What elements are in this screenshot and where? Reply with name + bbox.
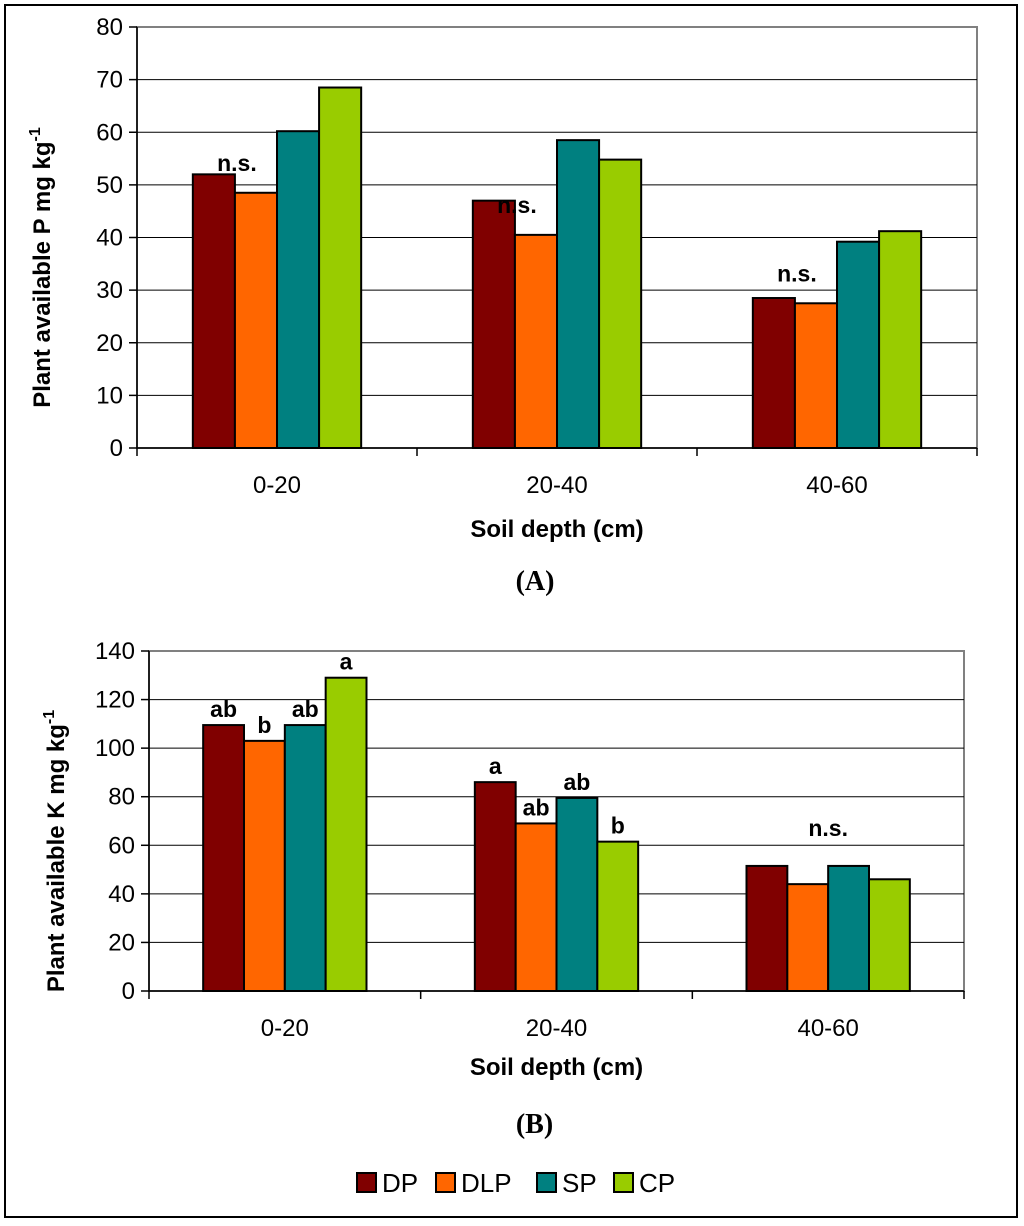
x-axis-label: Soil depth (cm): [470, 516, 643, 543]
bar-dp-40-60: [751, 297, 796, 449]
y-axis-label: Plant available K mg kg-1: [41, 710, 70, 992]
bar-cp-0-20: [324, 676, 368, 992]
bar-cp-40-60: [867, 878, 911, 992]
significance-annotation: n.s.: [497, 192, 537, 218]
bar-annotation: ab: [292, 696, 319, 722]
legend: DP DLP SP CP: [356, 1168, 675, 1198]
y-axis-label-text: Plant available K mg kg: [43, 724, 70, 992]
bar-cp-20-40: [598, 158, 643, 450]
figure-frame: [4, 4, 1018, 1218]
legend-label-dp: DP: [382, 1168, 418, 1198]
x-tick-label: 20-40: [526, 472, 587, 499]
bar-dlp-0-20: [233, 191, 278, 449]
bar-dlp-20-40: [514, 822, 558, 993]
bar-sp-40-60: [836, 240, 881, 449]
y-tick-label: 30: [96, 277, 123, 304]
bar-annotation: ab: [523, 794, 550, 820]
bar-dp-40-60: [745, 864, 789, 993]
y-tick-label: 20: [108, 929, 135, 956]
bar-dp-0-20: [202, 724, 246, 992]
significance-annotation: n.s.: [217, 150, 257, 176]
y-tick-label: 50: [96, 172, 123, 199]
significance-annotation: n.s.: [808, 815, 848, 841]
chart-plant-available-p: 0 10 20 30 40 50 60 70 80 0-20 n.s. 20-40 n.s. 40-60 n…: [27, 14, 978, 597]
bar-sp-20-40: [555, 796, 599, 993]
x-tick-label: 40-60: [806, 472, 867, 499]
y-axis-label-text: Plant available P mg kg: [29, 141, 56, 407]
y-tick-label: 0: [122, 978, 135, 1005]
bar-dp-20-40: [473, 781, 517, 993]
x-tick-label: 0-20: [253, 472, 301, 499]
y-tick-label: 70: [96, 67, 123, 94]
y-tick-label: 80: [108, 784, 135, 811]
bar-annotation: a: [340, 649, 353, 675]
y-tick-label: 100: [95, 735, 135, 762]
bar-dlp-20-40: [513, 233, 559, 449]
bar-dlp-0-20: [243, 739, 286, 992]
legend-label-dlp: DLP: [461, 1168, 512, 1198]
y-tick-label: 40: [96, 225, 123, 252]
panel-label: (A): [516, 566, 555, 597]
bar-cp-20-40: [596, 840, 640, 993]
y-tick-label: 20: [96, 330, 123, 357]
bar-sp-0-20: [276, 130, 321, 449]
bar-annotation: b: [611, 813, 625, 839]
bar-annotation: ab: [563, 769, 590, 795]
y-tick-label: 60: [108, 832, 135, 859]
y-tick-label: 60: [96, 119, 123, 146]
legend-swatch-cp: [613, 1172, 634, 1193]
legend-label-sp: SP: [562, 1168, 597, 1198]
panel-label: (B): [516, 1109, 553, 1140]
bar-sp-20-40: [556, 139, 601, 450]
bar-dp-20-40: [471, 199, 516, 449]
bar-annotation: a: [489, 753, 502, 779]
significance-annotation: n.s.: [777, 260, 817, 286]
x-tick-label: 40-60: [797, 1015, 858, 1042]
bar-annotation: ab: [210, 696, 237, 722]
legend-swatch-dlp: [435, 1172, 456, 1193]
bar-dp-0-20: [191, 173, 236, 449]
bar-cp-0-20: [318, 86, 363, 450]
bar-cp-40-60: [878, 230, 923, 449]
legend-label-cp: CP: [639, 1168, 675, 1198]
y-tick-label: 120: [95, 687, 135, 714]
y-tick-label: 0: [110, 435, 123, 462]
bar-dlp-40-60: [786, 883, 830, 993]
x-axis-label: Soil depth (cm): [470, 1054, 643, 1081]
bar-dlp-40-60: [793, 302, 839, 449]
x-tick-label: 0-20: [261, 1015, 309, 1042]
y-tick-label: 40: [108, 881, 135, 908]
bar-sp-0-20: [283, 724, 327, 992]
chart-plant-available-k: 0204060801001201400-20abbaba20-40aababb4…: [41, 638, 965, 1140]
legend-swatch-dp: [356, 1172, 377, 1193]
y-axis-label-superscript: -1: [27, 127, 44, 141]
y-axis-label-superscript: -1: [41, 710, 58, 724]
bar-sp-40-60: [827, 864, 870, 993]
y-tick-label: 10: [96, 382, 123, 409]
y-tick-label: 140: [95, 638, 135, 665]
bar-annotation: b: [257, 712, 271, 738]
legend-swatch-sp: [536, 1172, 557, 1193]
y-axis-label: Plant available P mg kg-1: [27, 127, 56, 408]
x-tick-label: 20-40: [526, 1015, 587, 1042]
y-tick-label: 80: [96, 14, 123, 41]
